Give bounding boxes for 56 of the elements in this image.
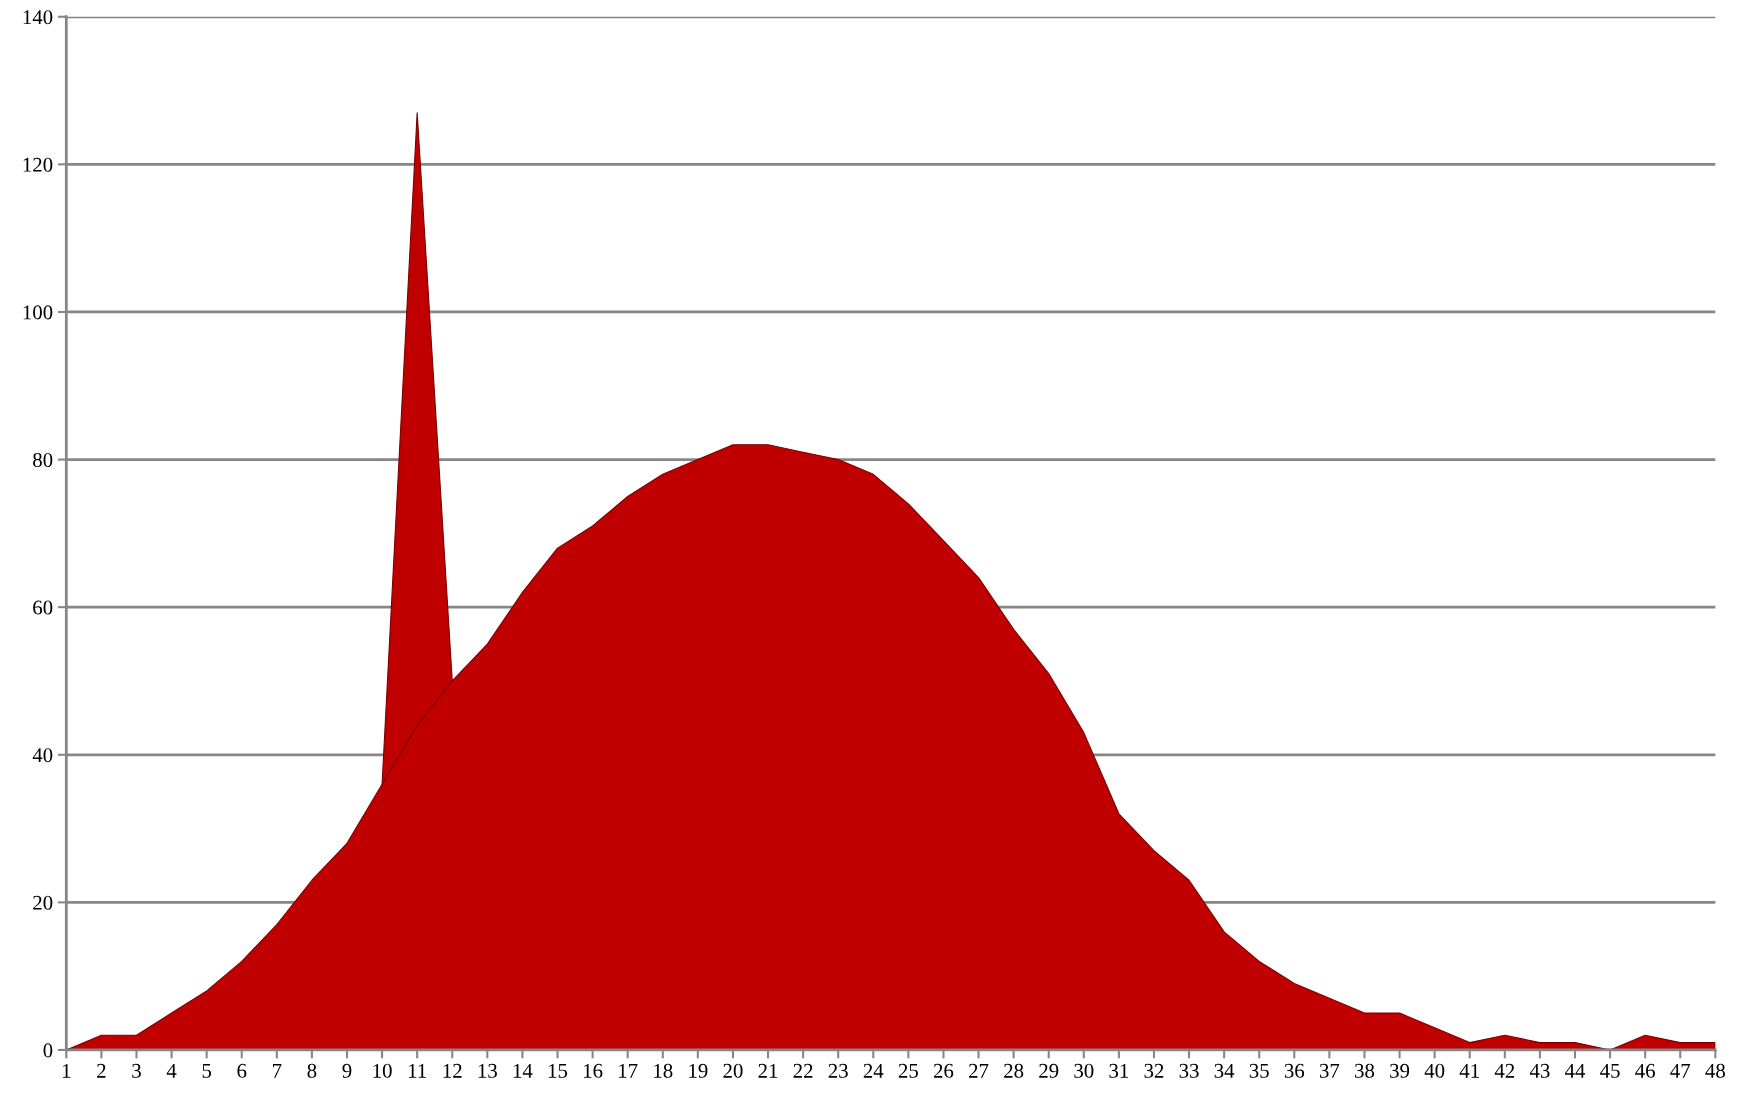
x-tick-label: 24 bbox=[863, 1063, 884, 1078]
x-tick-label: 23 bbox=[828, 1063, 848, 1078]
x-tick-label: 47 bbox=[1670, 1063, 1691, 1078]
x-tick-label: 4 bbox=[166, 1063, 177, 1078]
x-tick-label: 40 bbox=[1424, 1063, 1445, 1078]
x-tick-label: 48 bbox=[1705, 1063, 1725, 1078]
x-tick-label: 41 bbox=[1459, 1063, 1479, 1078]
y-tick-label: 60 bbox=[33, 600, 53, 615]
x-tick-label: 19 bbox=[689, 1063, 708, 1078]
x-tick-label: 18 bbox=[654, 1063, 673, 1078]
x-tick-label: 8 bbox=[307, 1063, 317, 1078]
x-tick-label: 6 bbox=[237, 1063, 247, 1078]
x-tick-label: 14 bbox=[513, 1063, 533, 1078]
x-tick-label: 3 bbox=[132, 1063, 141, 1078]
x-tick-label: 12 bbox=[443, 1063, 462, 1078]
x-tick-label: 9 bbox=[342, 1063, 352, 1078]
y-tick-label: 80 bbox=[33, 452, 53, 467]
x-tick-label: 45 bbox=[1600, 1063, 1620, 1078]
x-tick-label: 15 bbox=[548, 1063, 568, 1078]
y-tick-label: 140 bbox=[23, 10, 53, 25]
x-tick-label: 43 bbox=[1529, 1063, 1550, 1078]
x-tick-label: 13 bbox=[478, 1063, 497, 1078]
x-tick-label: 33 bbox=[1179, 1063, 1199, 1078]
x-tick-label: 25 bbox=[898, 1063, 918, 1078]
x-tick-label: 36 bbox=[1284, 1063, 1305, 1078]
x-tick-label: 35 bbox=[1249, 1063, 1269, 1078]
x-tick-label: 28 bbox=[1004, 1063, 1024, 1078]
x-tick-label: 1 bbox=[62, 1063, 71, 1078]
x-tick-label: 42 bbox=[1494, 1063, 1515, 1078]
x-tick-label: 37 bbox=[1319, 1063, 1340, 1078]
x-tick-label: 38 bbox=[1355, 1063, 1375, 1078]
x-tick-label: 2 bbox=[97, 1063, 106, 1078]
x-tick-label: 39 bbox=[1390, 1063, 1410, 1078]
x-tick-label: 32 bbox=[1144, 1063, 1164, 1078]
x-tick-label: 34 bbox=[1214, 1063, 1235, 1078]
x-tick-label: 20 bbox=[723, 1063, 743, 1078]
x-tick-label: 16 bbox=[584, 1063, 603, 1078]
x-tick-label: 31 bbox=[1109, 1063, 1129, 1078]
x-tick-label: 44 bbox=[1564, 1063, 1586, 1078]
x-tick-label: 27 bbox=[969, 1063, 989, 1078]
x-tick-label: 7 bbox=[272, 1063, 282, 1078]
x-tick-label: 21 bbox=[758, 1063, 778, 1078]
x-tick-label: 10 bbox=[373, 1063, 392, 1078]
x-tick-label: 22 bbox=[793, 1063, 813, 1078]
x-tick-label: 17 bbox=[619, 1063, 638, 1078]
x-tick-label: 26 bbox=[933, 1063, 954, 1078]
x-tick-label: 30 bbox=[1074, 1063, 1094, 1078]
y-tick-label: 0 bbox=[43, 1043, 53, 1058]
y-tick-label: 40 bbox=[32, 748, 53, 763]
y-tick-label: 120 bbox=[23, 157, 53, 172]
y-tick-label: 20 bbox=[33, 895, 53, 910]
x-tick-label: 5 bbox=[202, 1063, 212, 1078]
x-tick-label: 29 bbox=[1039, 1063, 1059, 1078]
y-tick-label: 100 bbox=[23, 305, 53, 320]
x-tick-label: 46 bbox=[1635, 1063, 1655, 1078]
x-tick-label: 11 bbox=[408, 1063, 426, 1078]
